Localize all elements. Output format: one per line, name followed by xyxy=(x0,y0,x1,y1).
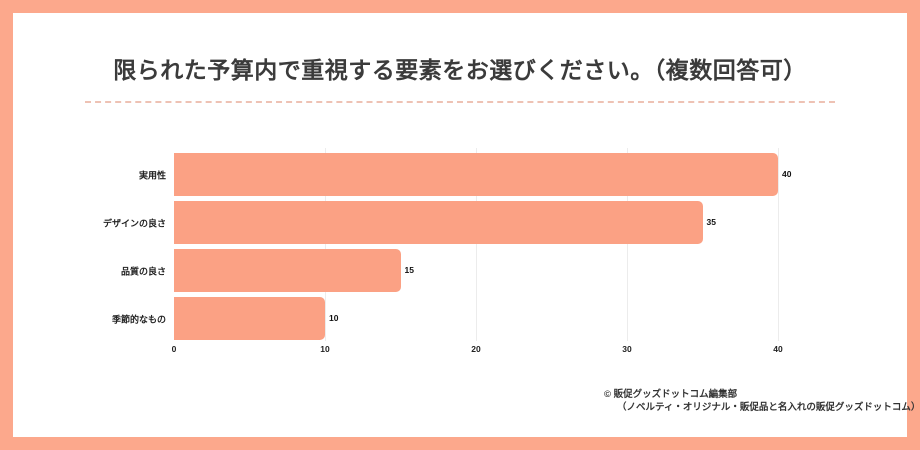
gridline-x-30 xyxy=(627,148,628,341)
bar-row-3: 品質の良さ 15 xyxy=(0,249,920,292)
chart-title: 限られた予算内で重視する要素をお選びください。（複数回答可） xyxy=(113,57,807,83)
gridline-x-10 xyxy=(325,148,326,341)
source-line-2: （ノベルティ・オリジナル・販促品と名入れの販促グッズドットコム） xyxy=(617,402,920,413)
source-attribution: © 販促グッズドットコム編集部 （ノベルティ・オリジナル・販促品と名入れの販促グ… xyxy=(604,388,920,414)
x-tick-label-40: 40 xyxy=(773,344,783,354)
bar-chart: 実用性 40 デザインの良さ 35 品質の良さ 15 季節的なもの 10 0 10 20 30 40 xyxy=(0,148,920,358)
value-label: 10 xyxy=(329,313,339,323)
value-label: 35 xyxy=(706,217,716,227)
x-tick-label-20: 20 xyxy=(471,344,481,354)
bar xyxy=(174,249,401,292)
value-label: 15 xyxy=(404,265,414,275)
category-label: 品質の良さ xyxy=(120,266,166,276)
value-label: 40 xyxy=(782,169,792,179)
dashed-divider xyxy=(85,101,835,103)
bar xyxy=(174,153,778,196)
bar xyxy=(174,297,325,340)
bar-row-4: 季節的なもの 10 xyxy=(0,297,920,340)
bar-row-2: デザインの良さ 35 xyxy=(0,201,920,244)
gridline-x-20 xyxy=(476,148,477,341)
x-tick-label-10: 10 xyxy=(320,344,330,354)
bar-row-1: 実用性 40 xyxy=(0,153,920,196)
source-line-1: © 販促グッズドットコム編集部 xyxy=(604,389,738,400)
category-label: 実用性 xyxy=(138,170,166,180)
category-label: 季節的なもの xyxy=(111,314,166,324)
x-tick-label-30: 30 xyxy=(622,344,632,354)
category-label: デザインの良さ xyxy=(102,218,166,228)
bar xyxy=(174,201,703,244)
x-tick-label-0: 0 xyxy=(171,344,177,354)
gridline-x-40 xyxy=(778,148,779,341)
